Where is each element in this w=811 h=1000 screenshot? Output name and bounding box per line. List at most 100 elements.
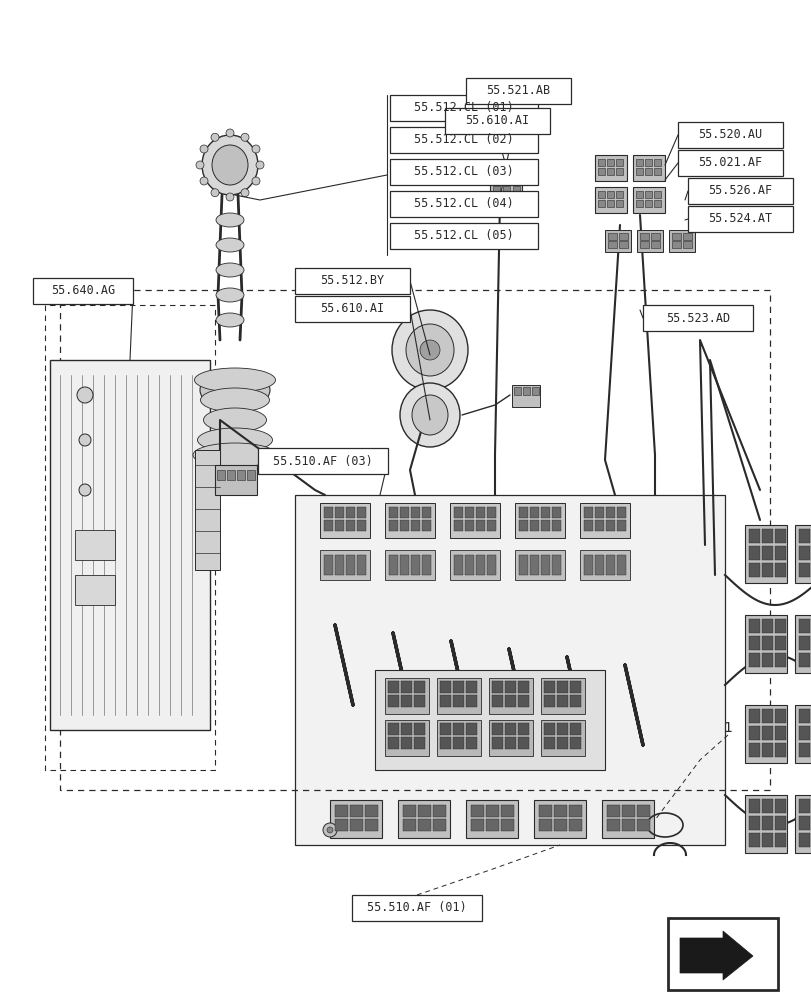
Bar [635,168,642,175]
Text: 55.520.AU: 55.520.AU [697,128,762,141]
Bar [410,555,419,575]
Bar [195,450,220,570]
Ellipse shape [411,395,448,435]
Bar [465,555,474,575]
Bar [616,200,622,207]
Bar [744,525,786,583]
Bar [401,737,411,749]
Bar [489,175,521,197]
Bar [672,241,680,248]
Bar [432,819,445,831]
Ellipse shape [200,145,208,153]
Bar [774,743,785,757]
Bar [517,695,528,707]
Bar [583,555,592,575]
Bar [540,507,549,518]
Bar [748,636,759,650]
Ellipse shape [251,177,260,185]
Bar [487,507,496,518]
Bar [466,737,476,749]
Bar [748,619,759,633]
Bar [597,168,604,175]
Bar [492,186,500,192]
Bar [410,507,419,518]
Bar [644,168,651,175]
Text: 55.521.AB: 55.521.AB [486,85,550,98]
Bar [294,296,410,322]
Bar [687,178,792,204]
Bar [607,159,613,166]
Text: 55.510.AF (03): 55.510.AF (03) [272,454,372,468]
Bar [798,529,809,543]
Bar [798,726,809,740]
Bar [761,726,772,740]
Bar [514,550,564,580]
Bar [798,653,809,667]
Bar [569,695,581,707]
Bar [357,520,366,531]
Bar [774,546,785,560]
Bar [466,695,476,707]
Bar [540,720,584,756]
Text: 55.510.AF (01): 55.510.AF (01) [367,902,466,914]
Bar [579,550,629,580]
Bar [432,805,445,817]
Bar [653,200,660,207]
Bar [639,233,648,240]
Bar [798,743,809,757]
Bar [350,805,363,817]
Bar [597,159,604,166]
Bar [621,819,634,831]
Bar [475,520,484,531]
Bar [351,895,482,921]
Bar [436,678,480,714]
Bar [607,805,620,817]
Bar [388,737,398,749]
Bar [502,178,509,184]
Bar [668,230,694,252]
Text: 55.524.AT: 55.524.AT [707,213,771,226]
Ellipse shape [216,288,243,302]
Bar [350,819,363,831]
Bar [761,816,772,830]
Bar [401,695,411,707]
Bar [607,233,616,240]
Bar [388,555,397,575]
Bar [215,465,257,495]
Bar [798,546,809,560]
Bar [258,448,388,474]
Bar [748,726,759,740]
Ellipse shape [241,189,249,197]
Bar [539,819,551,831]
Text: 55.523.AD: 55.523.AD [665,312,729,324]
Bar [294,495,724,845]
Bar [466,681,476,693]
Bar [594,555,603,575]
Bar [410,520,419,531]
Bar [556,737,568,749]
Bar [774,563,785,577]
Ellipse shape [79,484,91,496]
Bar [761,833,772,847]
Bar [75,530,115,560]
Bar [798,709,809,723]
Bar [504,737,515,749]
Bar [761,563,772,577]
Text: 55.610.AI: 55.610.AI [320,302,384,316]
Bar [798,833,809,847]
Bar [465,507,474,518]
Bar [470,819,483,831]
Bar [551,520,560,531]
Bar [531,387,539,395]
Bar [635,191,642,198]
Bar [774,529,785,543]
Bar [513,387,521,395]
Bar [397,800,449,838]
Bar [440,681,450,693]
Bar [487,555,496,575]
Ellipse shape [241,133,249,141]
Bar [744,615,786,673]
Bar [365,819,378,831]
Bar [594,155,626,181]
Ellipse shape [225,193,234,201]
